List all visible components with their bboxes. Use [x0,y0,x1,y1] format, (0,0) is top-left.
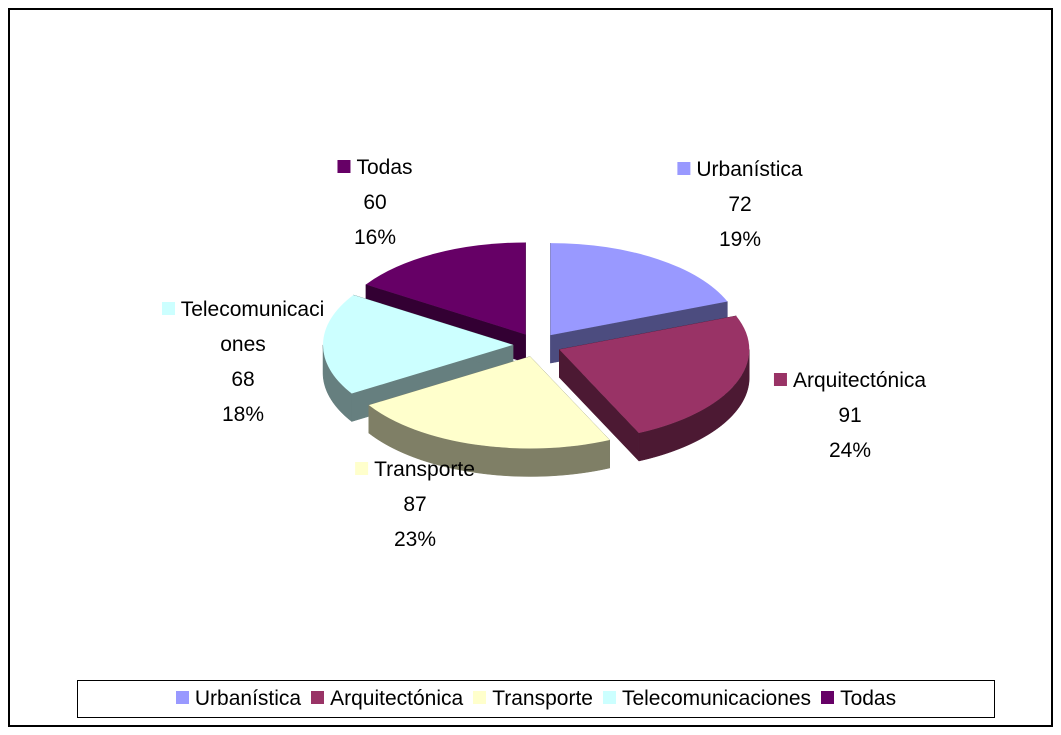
category-label: Urbanística [696,158,803,181]
slice [365,242,526,335]
data-label: Telecomunicaciones 68 18% [158,292,328,432]
legend-swatch [161,302,175,315]
legend-swatch [355,462,369,475]
value-label: 60 [363,191,387,214]
legend-label: Transporte [492,687,593,710]
data-label-name: Transporte [355,452,475,487]
legend-label: Todas [840,687,897,710]
chart-frame [8,8,1053,727]
legend-swatch [175,691,189,704]
legend-swatch [821,691,835,704]
data-label-name: Arquitectónica [773,363,927,398]
legend-label: Telecomunicaciones [621,687,812,710]
value-label: 87 [403,493,427,516]
percentage-label: 23% [393,528,437,551]
value-label: 68 [231,368,255,391]
percentage-label: 24% [828,439,872,462]
data-label: Arquitectónica 91 24% [773,363,927,468]
legend-item: Todas [821,687,896,711]
slice [550,243,728,336]
value-label: 91 [838,404,862,427]
value-label: 72 [728,193,752,216]
data-label-name: Telecomunicaciones [158,292,328,362]
legend-label: Urbanística [194,687,302,710]
data-label: Transporte 87 23% [355,452,475,557]
legend: Urbanística Arquitectónica Transporte Telec… [77,680,995,718]
legend-swatch [677,162,691,175]
legend-swatch [311,691,325,704]
data-label: Urbanística 72 19% [677,152,803,257]
legend-swatch [473,691,487,704]
category-label: Todas [356,156,413,179]
legend-swatch [773,373,787,386]
slice [559,315,750,434]
slice [368,356,610,449]
data-label-name: Todas [337,150,413,185]
legend-swatch [337,160,351,173]
legend-label: Arquitectónica [330,687,464,710]
legend-item: Arquitectónica [311,687,463,711]
legend-swatch [602,691,616,704]
data-label-name: Urbanística [677,152,803,187]
data-label: Todas 60 16% [337,150,413,255]
category-label: Transporte [374,458,475,481]
category-label: Telecomunicaciones [180,298,325,356]
legend-item: Transporte [473,687,593,711]
category-label: Arquitectónica [792,369,927,392]
legend-item: Urbanística [175,687,302,711]
legend-item: Telecomunicaciones [602,687,812,711]
percentage-label: 18% [221,403,265,426]
slice [323,294,514,394]
percentage-label: 16% [353,226,397,249]
percentage-label: 19% [718,228,762,251]
